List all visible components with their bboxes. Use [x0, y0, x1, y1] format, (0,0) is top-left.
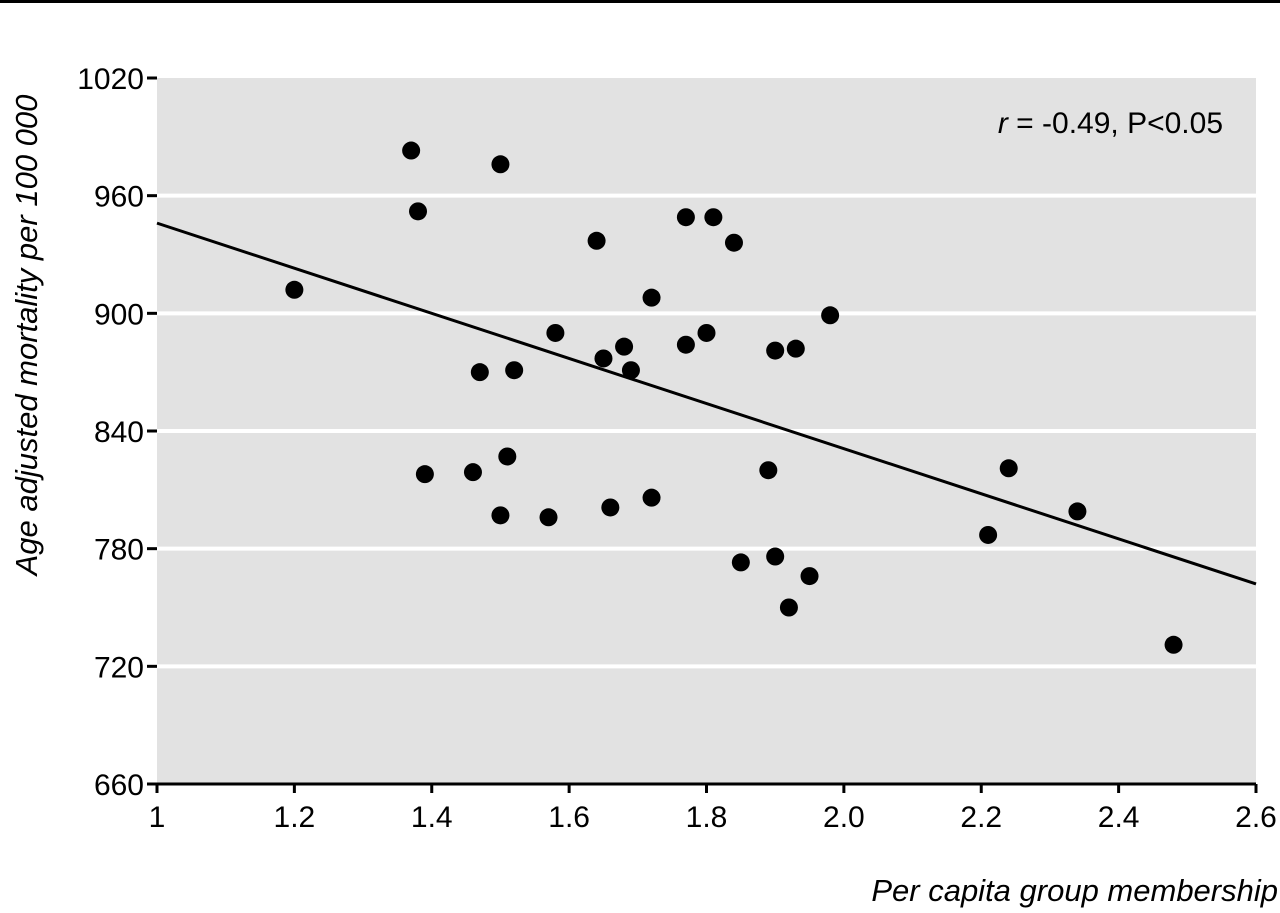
y-tick-label: 720: [94, 651, 144, 684]
data-point: [615, 337, 634, 356]
y-axis: 660 720 780 840 900 960 1020: [77, 63, 157, 802]
x-tick-label: 1.8: [686, 801, 728, 834]
data-point: [676, 335, 695, 354]
data-point: [786, 339, 805, 358]
x-axis-title: Per capita group membership: [871, 873, 1278, 908]
data-point: [601, 498, 620, 517]
data-point: [498, 447, 517, 466]
data-point: [491, 155, 510, 174]
data-point: [697, 323, 716, 342]
data-point: [285, 280, 304, 299]
x-tick-label: 2.2: [960, 801, 1002, 834]
x-tick-label: 1.6: [548, 801, 590, 834]
trend-line: [156, 221, 1257, 586]
y-tick-label: 900: [94, 298, 144, 331]
data-point: [470, 363, 489, 382]
data-point: [731, 553, 750, 572]
data-point: [766, 341, 785, 360]
data-point: [766, 547, 785, 566]
data-point: [642, 488, 661, 507]
x-tick-label: 2.0: [823, 801, 865, 834]
data-point: [779, 598, 798, 617]
gridlines: [157, 193, 1256, 669]
r-symbol: r: [998, 107, 1009, 140]
data-point: [409, 202, 428, 221]
data-point: [999, 459, 1018, 478]
data-point: [800, 567, 819, 586]
data-point: [821, 306, 840, 325]
data-point: [676, 208, 695, 227]
data-point: [594, 349, 613, 368]
data-point: [621, 361, 640, 380]
data-point: [724, 233, 743, 252]
x-axis: 1 1.2 1.4 1.6 1.8 2.0 2.2 2.4 2.6: [149, 782, 1277, 834]
data-point: [759, 461, 778, 480]
data-point: [463, 463, 482, 482]
x-tick-label: 1.4: [411, 801, 453, 834]
y-tick-label: 960: [94, 181, 144, 214]
data-point: [505, 361, 524, 380]
correlation-text: = -0.49, P<0.05: [1008, 107, 1223, 140]
data-point: [979, 525, 998, 544]
y-axis-title: Age adjusted mortality per 100 000: [9, 95, 44, 578]
data-point: [491, 506, 510, 525]
data-point: [1068, 502, 1087, 521]
data-point: [539, 508, 558, 527]
data-point: [587, 231, 606, 250]
y-tick-label: 840: [94, 416, 144, 449]
y-tick-label: 660: [94, 769, 144, 802]
correlation-annotation: r = -0.49, P<0.05: [998, 107, 1223, 140]
x-tick-label: 2.6: [1235, 801, 1277, 834]
data-point: [415, 465, 434, 484]
data-point: [402, 141, 421, 160]
x-tick-label: 1.2: [274, 801, 316, 834]
x-tick-label: 2.4: [1098, 801, 1140, 834]
data-point: [1164, 635, 1183, 654]
y-tick-label: 1020: [77, 63, 144, 96]
data-points: [285, 141, 1183, 654]
x-tick-label: 1: [149, 801, 166, 834]
data-point: [642, 288, 661, 307]
y-tick-label: 780: [94, 534, 144, 567]
data-point: [704, 208, 723, 227]
data-point: [546, 323, 565, 342]
